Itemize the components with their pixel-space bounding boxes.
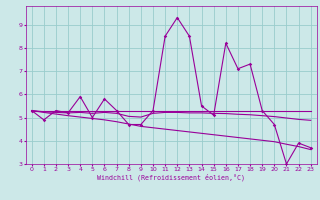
X-axis label: Windchill (Refroidissement éolien,°C): Windchill (Refroidissement éolien,°C) <box>97 173 245 181</box>
